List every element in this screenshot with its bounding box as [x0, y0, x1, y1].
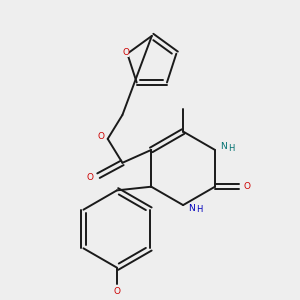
Text: O: O [87, 173, 94, 182]
Text: O: O [122, 48, 129, 57]
Text: H: H [196, 206, 203, 214]
Text: N: N [220, 142, 226, 151]
Text: O: O [113, 287, 120, 296]
Text: O: O [98, 132, 105, 141]
Text: O: O [244, 182, 250, 191]
Text: N: N [188, 203, 195, 212]
Text: H: H [228, 144, 234, 153]
